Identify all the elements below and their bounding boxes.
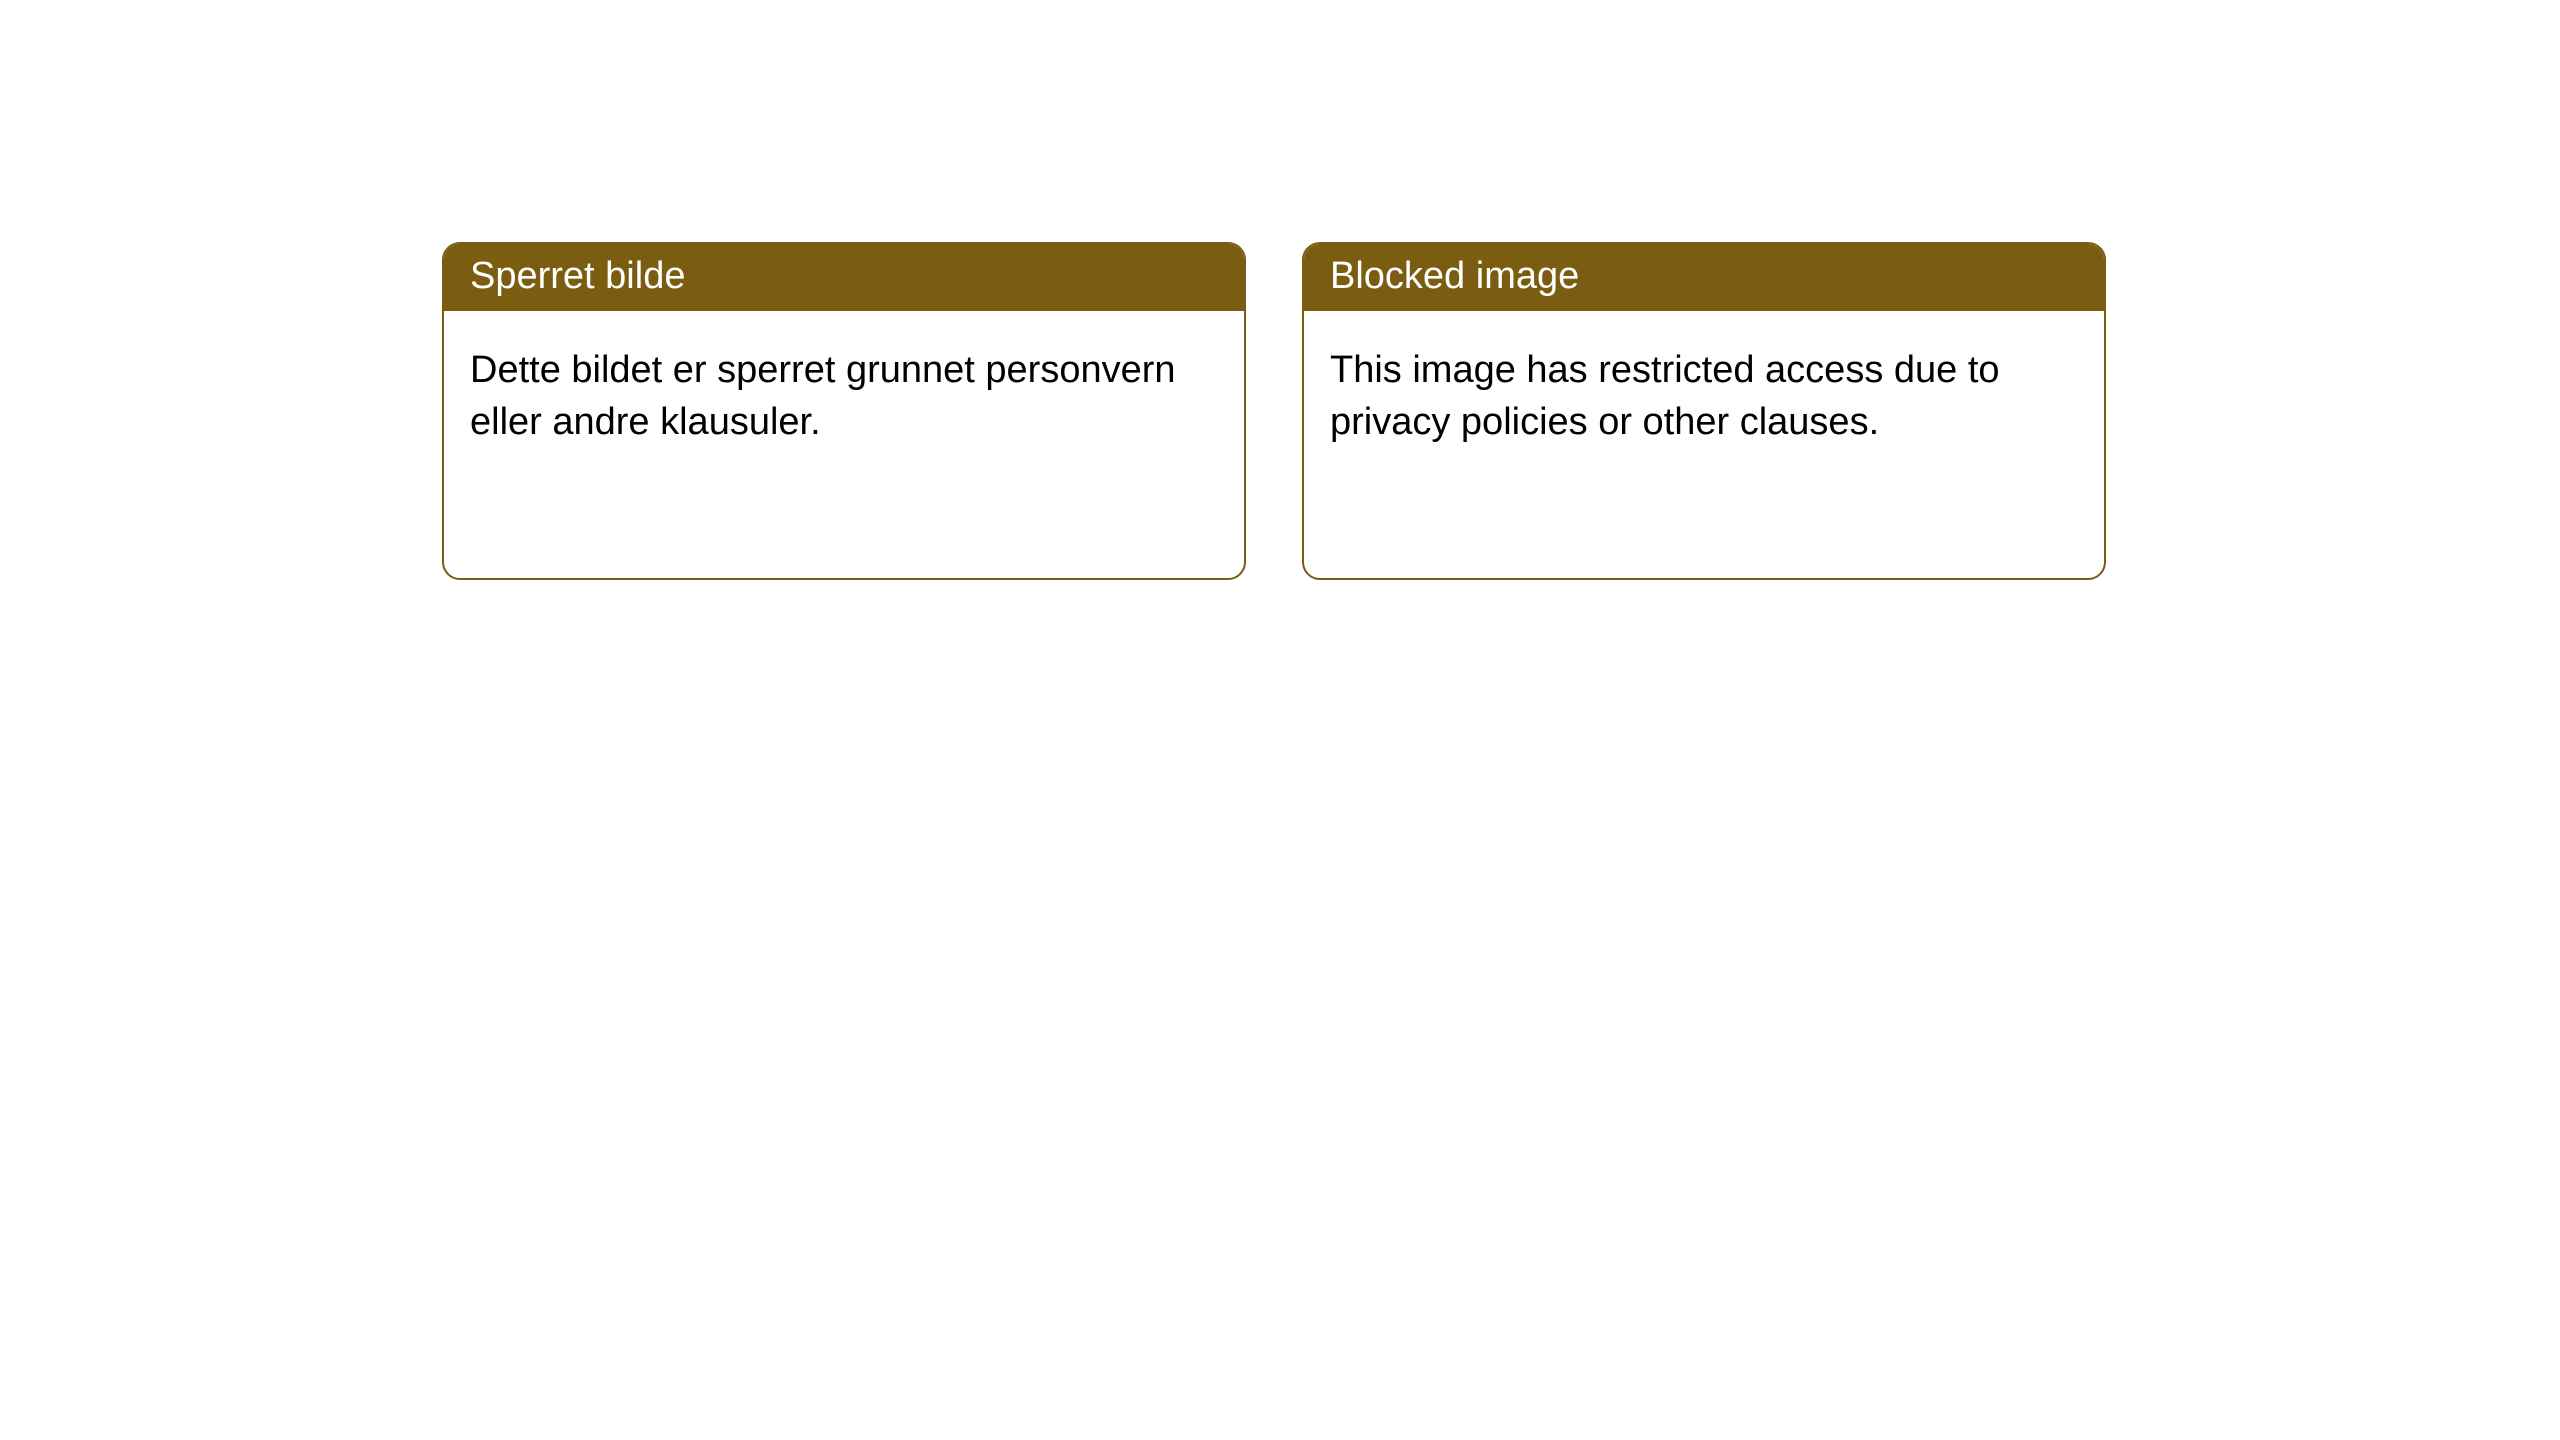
card-header: Blocked image: [1304, 244, 2104, 311]
card-body: This image has restricted access due to …: [1304, 311, 2104, 482]
card-body: Dette bildet er sperret grunnet personve…: [444, 311, 1244, 482]
notice-container: Sperret bilde Dette bildet er sperret gr…: [0, 0, 2560, 580]
notice-card-english: Blocked image This image has restricted …: [1302, 242, 2106, 580]
card-header: Sperret bilde: [444, 244, 1244, 311]
notice-card-norwegian: Sperret bilde Dette bildet er sperret gr…: [442, 242, 1246, 580]
